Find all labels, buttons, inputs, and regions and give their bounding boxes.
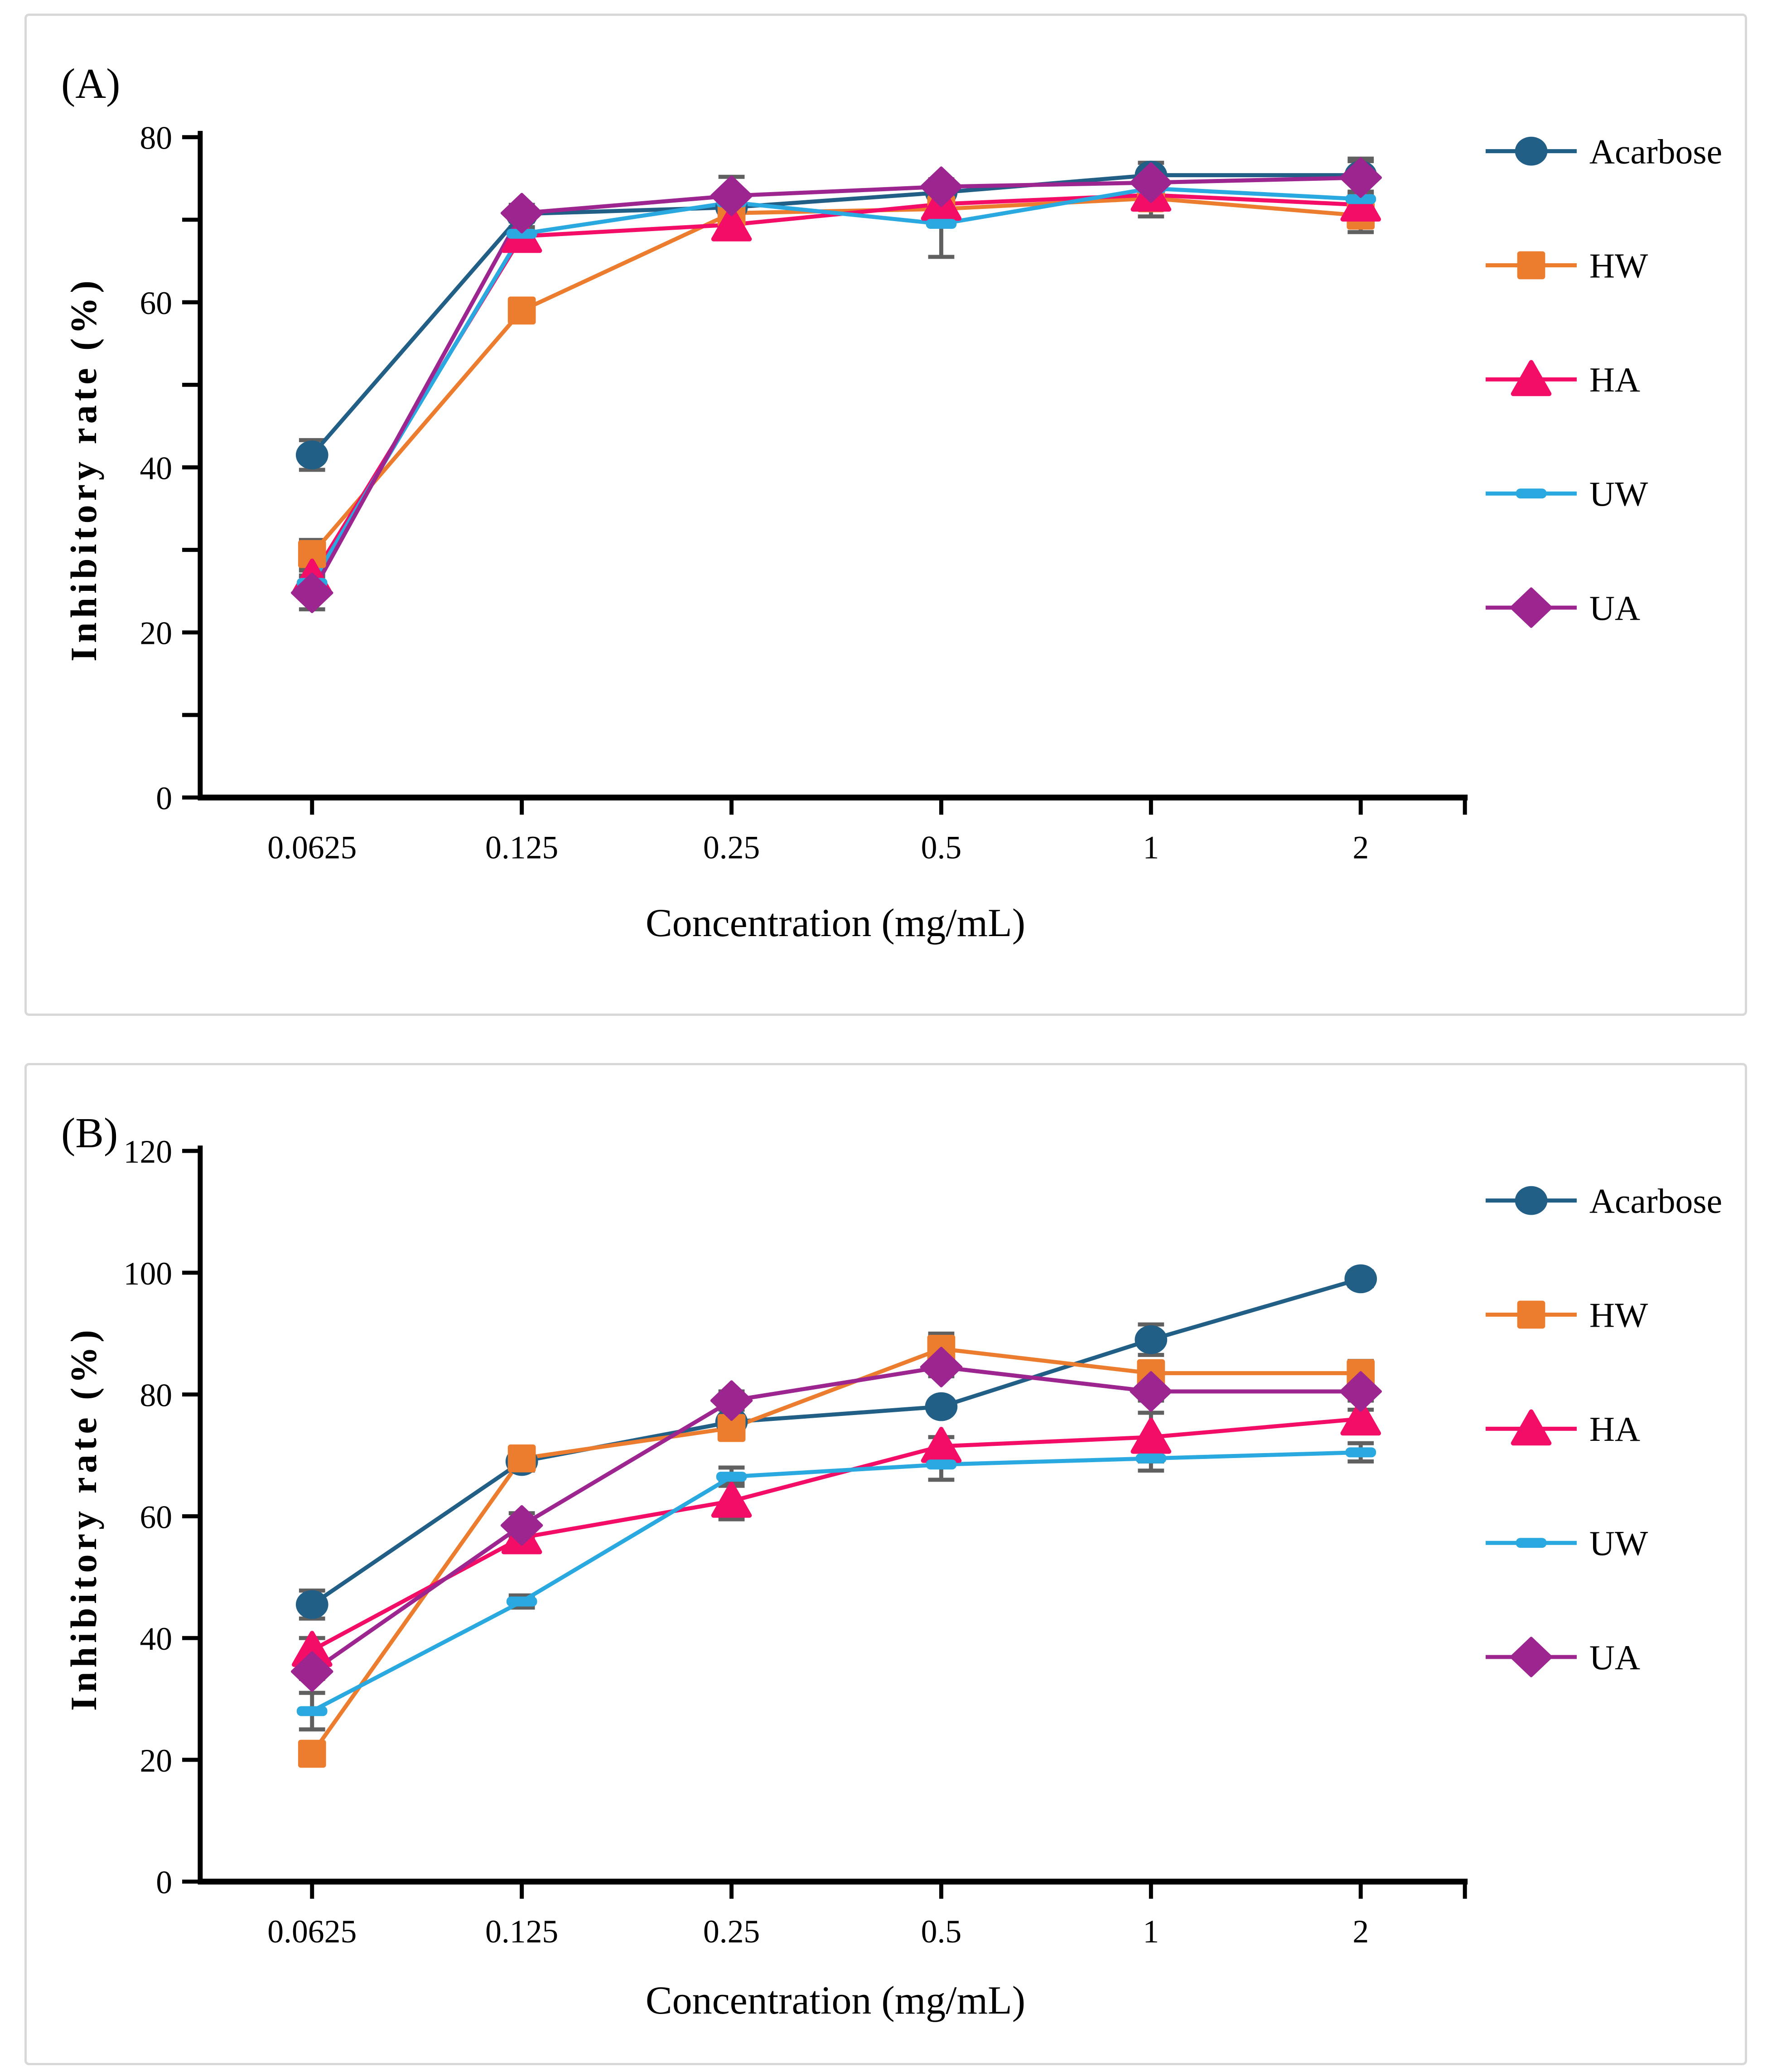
panel-a: 0 20 40 60 80 0.0625 0.125 0.25 0.5 1 2 Acarbose HW H… [24, 14, 1747, 1016]
panel-a-x-tick-label: 0.125 [485, 830, 558, 866]
legend-a-Acarbose-marker-icon [1515, 136, 1548, 166]
panel-a-y-tick-label: 0 [156, 780, 172, 816]
panel-a-x-tick-label: 1 [1143, 830, 1159, 866]
panel-b-UW-marker [296, 1706, 328, 1716]
panel-b-UW-line [310, 1450, 1363, 1714]
panel-a-UA-line [310, 175, 1363, 595]
panel-b-x-tick-label: 0.25 [703, 1913, 760, 1950]
panel-b-HA-marker [1340, 1399, 1381, 1436]
panel-a-y-axis-title: Inhibitory rate (%) [63, 276, 104, 662]
panel-b-UW-marker [1345, 1447, 1376, 1458]
panel-b-y-tick-label: 120 [124, 1134, 172, 1170]
panel-b-UW-marker [716, 1472, 747, 1482]
legend-b-HW-marker-icon [1517, 1300, 1545, 1329]
panel-a-UA-marker [290, 572, 333, 613]
panel-a-HA-line [310, 193, 1363, 580]
panel-b-UA-marker [1339, 1371, 1382, 1412]
panel-b-label: (B) [61, 1110, 118, 1157]
panel-b-HW-marker [298, 1739, 326, 1768]
panel-b-y-tick-label: 100 [124, 1256, 172, 1292]
panel-a-UW-marker [506, 228, 537, 239]
panel-b-x-axis-title: Concentration (mg/mL) [645, 1979, 1026, 2023]
legend-b-Acarbose-marker-icon [1515, 1186, 1548, 1215]
panel-b-y-tick-label: 0 [156, 1864, 172, 1901]
panel-a-y-tick-label: 40 [140, 450, 172, 486]
legend-b-UW-label: UW [1589, 1524, 1648, 1563]
legend-b-HA-marker-icon [1511, 1409, 1552, 1446]
panel-a-y-tick-label: 80 [140, 120, 172, 156]
legend-a-UA-marker-icon [1510, 587, 1553, 628]
panel-b-HW-line [310, 1347, 1363, 1756]
panel-b: 0 20 40 60 80 100 120 0.0625 0.125 0.25 0.5 1 2 Acarb… [24, 1063, 1747, 2065]
panel-a-x-tick-label: 2 [1352, 830, 1369, 866]
panel-b-UA-marker [920, 1347, 963, 1388]
panel-a-y-tick-label: 60 [140, 285, 172, 321]
legend-a-HW-marker-icon [1517, 251, 1545, 280]
panel-b-Acarbose-marker [1344, 1264, 1377, 1294]
panel-a-x-tick-label: 0.25 [703, 830, 760, 866]
panel-b-HW-marker [717, 1414, 746, 1442]
panel-b-HW-marker [507, 1444, 536, 1473]
panel-a-UW-line [310, 186, 1363, 585]
panel-b-Acarbose-marker [1135, 1325, 1168, 1354]
legend-b-HA-label: HA [1589, 1410, 1640, 1449]
panel-b-UW-marker [926, 1459, 957, 1470]
legend-b-UA-label: UA [1589, 1638, 1640, 1677]
panel-a-x-tick-label: 0.0625 [267, 830, 357, 866]
panel-b-UA-marker [710, 1380, 753, 1421]
panel-b-HA-marker [711, 1482, 752, 1518]
legend-b-Acarbose-label: Acarbose [1589, 1182, 1722, 1221]
panel-b-UW-marker [506, 1596, 537, 1607]
panel-a-UA-marker [1339, 157, 1382, 198]
panel-b-Acarbose-marker [925, 1392, 958, 1421]
panel-a-UA-marker [920, 166, 963, 207]
panel-a-HW-marker [507, 296, 536, 325]
panel-a-y-tick-label: 20 [140, 615, 172, 652]
panel-b-x-tick-label: 1 [1143, 1913, 1159, 1950]
panel-a-x-tick-label: 0.5 [921, 830, 962, 866]
panel-a-x-axis-title: Concentration (mg/mL) [645, 901, 1026, 945]
panel-a-HW-line [310, 196, 1363, 556]
panel-a-label: (A) [61, 60, 121, 107]
panel-a-UW-marker [926, 219, 957, 229]
panel-b-y-tick-label: 40 [140, 1621, 172, 1657]
panel-b-Acarbose-marker [295, 1590, 328, 1619]
legend-b-UA-marker-icon [1510, 1637, 1553, 1677]
panel-b-UW-marker [1135, 1453, 1167, 1463]
panel-a-Acarbose-line [310, 173, 1363, 457]
panel-b-HA-marker [1130, 1417, 1172, 1454]
panel-b-y-tick-label: 60 [140, 1499, 172, 1535]
panel-b-Acarbose-line [310, 1276, 1363, 1607]
panel-a-HW-marker [298, 540, 326, 568]
legend-a-UW-label: UW [1589, 474, 1648, 513]
panel-b-y-tick-label: 20 [140, 1743, 172, 1779]
chart-a: 0 20 40 60 80 0.0625 0.125 0.25 0.5 1 2 Acarbose HW H… [140, 120, 1722, 866]
panel-a-HA-marker [711, 205, 752, 241]
panel-b-UA-line [310, 1365, 1363, 1674]
panel-b-x-tick-label: 0.5 [921, 1913, 962, 1950]
panel-a-Acarbose-marker [295, 440, 328, 470]
legend-a-UW-marker-icon [1516, 488, 1547, 499]
panel-b-HA-line [310, 1416, 1363, 1652]
panel-b-UA-marker [500, 1505, 543, 1546]
panel-b-y-tick-label: 80 [140, 1377, 172, 1414]
legend-a-Acarbose-label: Acarbose [1589, 132, 1722, 171]
legend-b-HW-label: HW [1589, 1295, 1648, 1334]
panel-b-UA-marker [290, 1651, 333, 1692]
legend-a-HA-label: HA [1589, 360, 1640, 399]
legend-b-UW-marker-icon [1516, 1538, 1547, 1548]
panel-b-x-tick-label: 0.0625 [267, 1913, 357, 1950]
legend-a-HW-label: HW [1589, 246, 1648, 285]
panel-a-UW-marker [1345, 194, 1376, 204]
panel-b-x-tick-label: 0.125 [485, 1913, 558, 1950]
panel-a-UA-marker [1130, 162, 1173, 203]
panel-b-UA-marker [1130, 1371, 1173, 1412]
panel-b-y-axis-title: Inhibitory rate (%) [63, 1326, 104, 1711]
legend-a-HA-marker-icon [1511, 360, 1552, 396]
panel-b-x-tick-label: 2 [1352, 1913, 1369, 1950]
chart-b: 0 20 40 60 80 100 120 0.0625 0.125 0.25 0.5 1 2 Acarb… [124, 1134, 1722, 1950]
legend-a-UA-label: UA [1589, 589, 1640, 628]
panel-a-UA-marker [710, 175, 753, 216]
panel-a-UA-marker [500, 193, 543, 234]
